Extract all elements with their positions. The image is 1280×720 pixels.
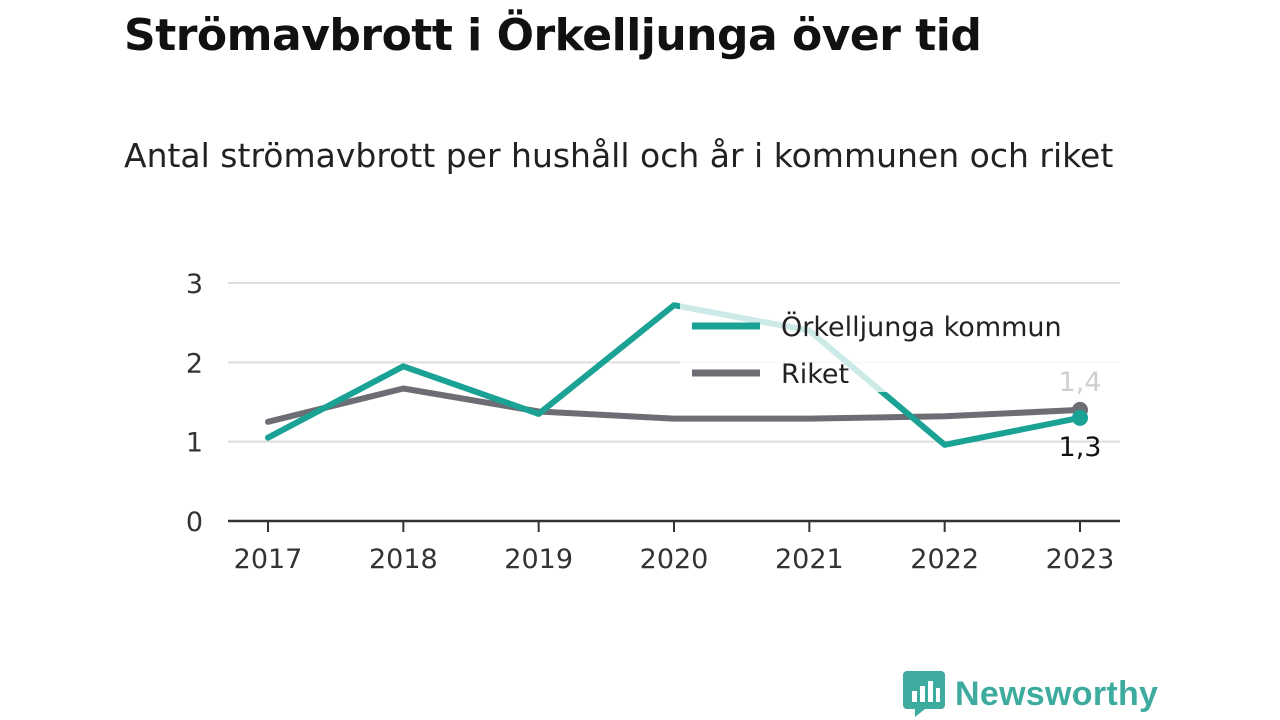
- end-value-label: 1,3: [1059, 432, 1102, 463]
- x-tick-label: 2021: [775, 544, 844, 575]
- legend-label: Riket: [781, 359, 849, 390]
- legend-backdrop: [680, 302, 1120, 392]
- newsworthy-brand: Newsworthy: [903, 671, 1158, 717]
- y-tick-label: 2: [186, 348, 203, 379]
- newsworthy-logo-icon: [903, 671, 945, 717]
- chart-subtitle: Antal strömavbrott per hushåll och år i …: [124, 136, 1114, 175]
- y-tick-label: 0: [186, 507, 203, 538]
- y-tick-label: 1: [186, 428, 203, 459]
- x-tick-label: 2018: [369, 544, 438, 575]
- brand-name: Newsworthy: [955, 674, 1159, 713]
- legend-label: Örkelljunga kommun: [781, 311, 1062, 343]
- series-line-kommun: [265, 302, 1083, 448]
- chart-title: Strömavbrott i Örkelljunga över tid: [124, 10, 982, 61]
- series-end-marker: [1072, 409, 1088, 426]
- end-value-label: 1,4: [1059, 367, 1102, 398]
- x-tick-label: 2022: [910, 544, 979, 575]
- x-tick-label: 2023: [1046, 544, 1115, 575]
- x-tick-label: 2020: [640, 544, 709, 575]
- series-line-riket: [265, 385, 1083, 425]
- y-tick-label: 3: [186, 269, 203, 300]
- x-tick-label: 2017: [234, 544, 303, 575]
- x-tick-label: 2019: [504, 544, 573, 575]
